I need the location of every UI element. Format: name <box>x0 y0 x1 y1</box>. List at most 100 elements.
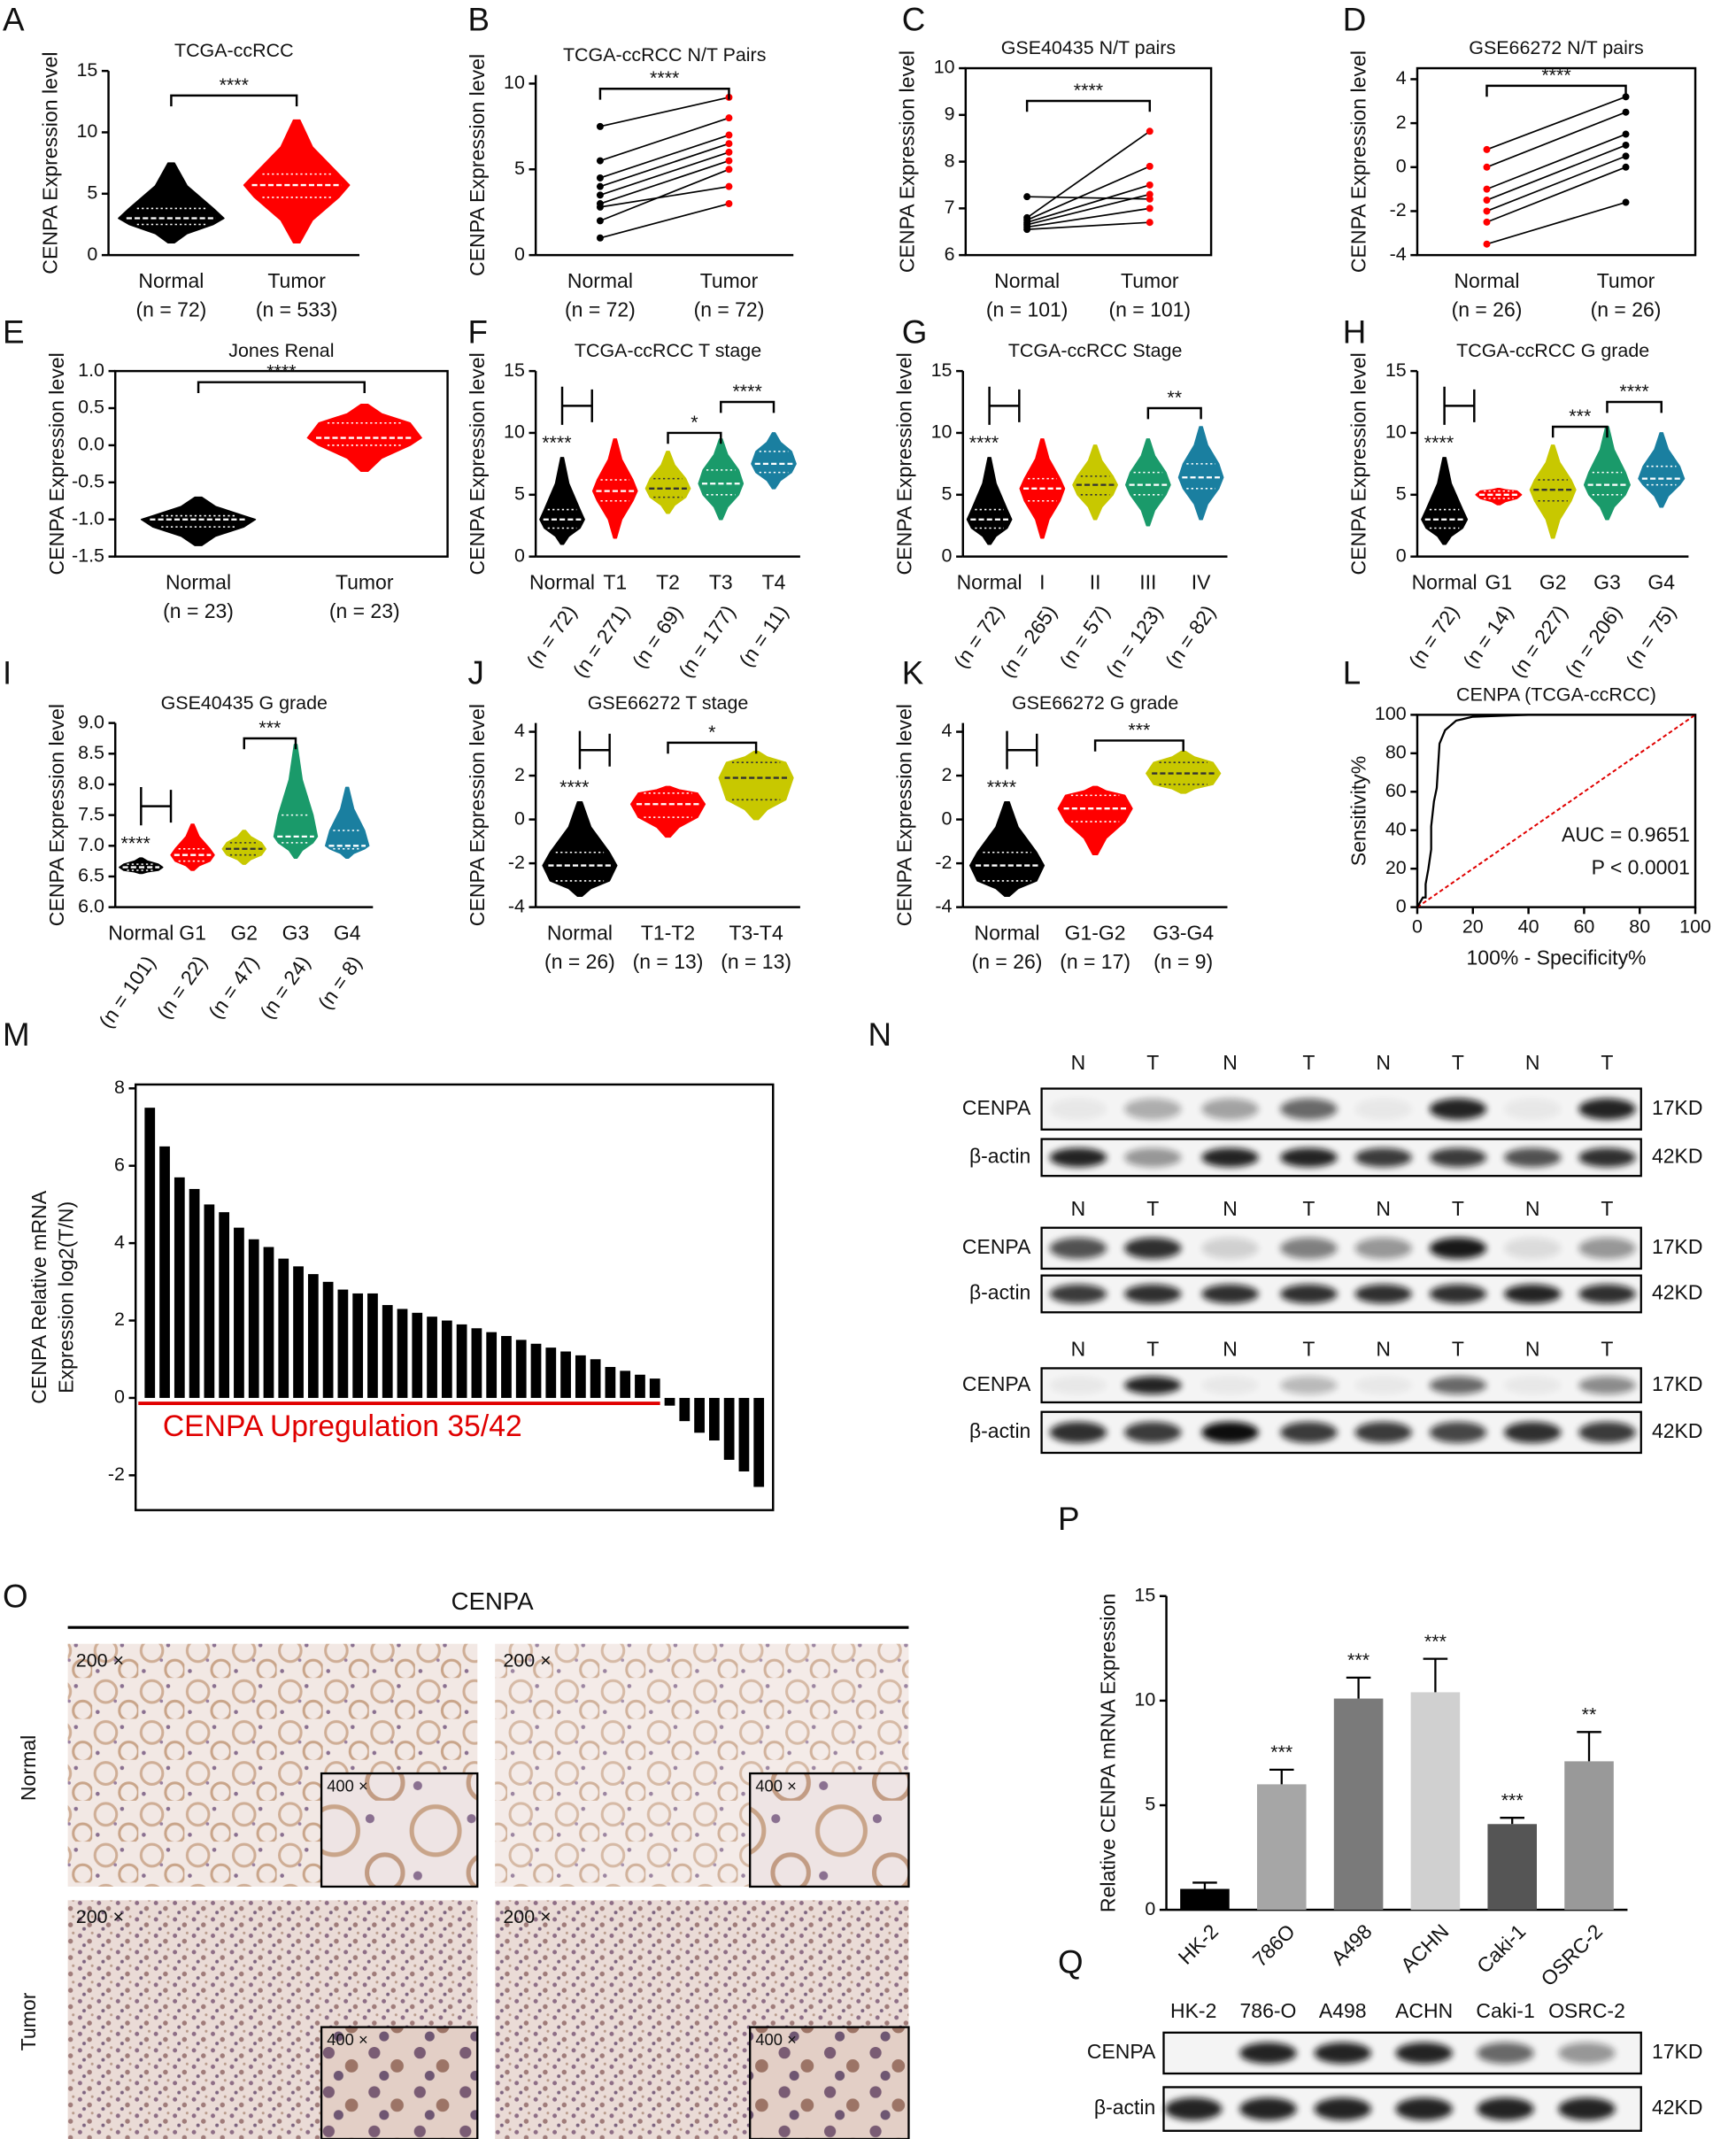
blot-band <box>1124 1421 1182 1443</box>
point <box>596 182 604 190</box>
blot-band <box>1049 1237 1107 1259</box>
annotation: AUC = 0.9651 <box>1562 823 1690 846</box>
bar <box>635 1374 645 1398</box>
overall-bracket <box>560 386 593 425</box>
blot-band <box>1477 2097 1534 2120</box>
overall-bracket <box>140 787 173 826</box>
lane-label: N <box>1525 1337 1540 1360</box>
row-label: CENPA <box>962 1096 1031 1119</box>
bar <box>382 1305 393 1398</box>
violin <box>1421 457 1469 545</box>
x-tick-label: Tumor <box>700 269 759 292</box>
pair-line <box>1026 193 1150 226</box>
n-label: (n = 22) <box>152 952 212 1023</box>
y-axis-label: CENPA Expression level <box>466 54 489 276</box>
blot-band <box>1124 1098 1182 1120</box>
roc-curve <box>1416 714 1696 908</box>
panel-letter: D <box>1343 1 1367 37</box>
bar <box>189 1188 200 1398</box>
lane-label: N <box>1525 1197 1540 1220</box>
pair-line <box>1486 144 1626 201</box>
size-label: 42KD <box>1652 1419 1702 1442</box>
n-label: (n = 47) <box>204 952 263 1023</box>
row-label: β-actin <box>969 1419 1030 1442</box>
error-bar <box>1500 1817 1525 1825</box>
significance-label: **** <box>732 381 762 402</box>
n-label: (n = 23) <box>163 599 234 622</box>
blot-band <box>1280 1098 1338 1120</box>
panel-letter: P <box>1058 1501 1080 1537</box>
plot-frame <box>134 1083 775 1511</box>
blot-band <box>1280 1284 1338 1304</box>
y-axis-label: CENPA Expression level <box>1347 352 1370 575</box>
significance-bracket <box>667 741 758 754</box>
y-axis-label: Expression log2(T/N) <box>55 1201 78 1394</box>
y-tick-label: 7.5 <box>78 803 104 824</box>
violin <box>273 744 319 859</box>
significance-bracket <box>1485 84 1627 97</box>
violin <box>591 438 638 539</box>
blot-band <box>1354 1237 1412 1259</box>
y-tick-label: 4 <box>1396 67 1407 89</box>
x-tick-label: Tumor <box>336 571 394 594</box>
n-label: (n = 26) <box>972 950 1043 973</box>
x-tick-label: T4 <box>762 571 786 594</box>
point <box>596 174 604 181</box>
chart-title: GSE66272 N/T pairs <box>1469 37 1643 58</box>
point <box>1622 198 1630 206</box>
bar <box>248 1239 259 1398</box>
x-tick-label: Normal <box>957 571 1022 594</box>
pair-line <box>1486 166 1626 223</box>
significance-bracket <box>197 381 366 394</box>
y-tick-label: 9.0 <box>78 711 104 732</box>
bar <box>515 1340 527 1398</box>
lane-label: T <box>1146 1337 1159 1360</box>
x-tick-label: Normal <box>166 571 231 594</box>
blot-band <box>1578 1421 1636 1443</box>
overall-significance: **** <box>1424 432 1454 453</box>
point <box>596 234 604 242</box>
bar <box>441 1320 452 1398</box>
lane-label: N <box>1376 1197 1391 1220</box>
y-tick-label: -2 <box>508 852 525 873</box>
y-tick-label: 5 <box>1145 1794 1155 1815</box>
bar <box>293 1266 304 1398</box>
chart-title: Jones Renal <box>228 340 334 361</box>
x-tick-label: 0 <box>1412 915 1423 937</box>
point <box>725 114 733 122</box>
lane-label: T <box>1302 1051 1315 1074</box>
panel-letter: N <box>868 1016 892 1053</box>
n-label: (n = 14) <box>1458 601 1517 673</box>
x-tick-label: A498 <box>1326 1919 1376 1970</box>
y-tick-label: -0.5 <box>72 470 104 491</box>
pair-line <box>1486 96 1626 151</box>
x-tick-label: 100 <box>1679 915 1711 937</box>
y-tick-label: 4 <box>942 720 953 741</box>
y-tick-label: 2 <box>114 1309 125 1330</box>
x-tick-label: T3 <box>709 571 733 594</box>
lane-label: N <box>1071 1197 1086 1220</box>
significance-label: **** <box>266 361 297 382</box>
significance-bracket <box>667 431 722 444</box>
y-tick-label: 8.5 <box>78 742 104 763</box>
n-label: (n = 13) <box>721 950 791 973</box>
inset-magnification: 400 × <box>755 2030 796 2049</box>
y-tick-label: -4 <box>1390 243 1407 265</box>
point <box>596 191 604 199</box>
blot-band <box>1239 2042 1297 2064</box>
n-label: (n = 26) <box>1452 297 1523 320</box>
y-tick-label: 7 <box>945 197 955 218</box>
point <box>1483 218 1491 226</box>
inset-magnification: 400 × <box>327 1776 367 1795</box>
panel-letter: M <box>3 1016 30 1053</box>
lane-label: OSRC-2 <box>1548 1999 1625 2022</box>
violin <box>170 823 215 871</box>
blot-band <box>1578 1237 1636 1259</box>
blot-band <box>1558 2042 1616 2064</box>
significance-label: *** <box>1569 405 1592 427</box>
size-label: 17KD <box>1652 1372 1702 1395</box>
panel-letter: F <box>468 313 488 350</box>
blot-band <box>1429 1421 1487 1443</box>
x-tick-label: Tumor <box>1597 269 1655 292</box>
